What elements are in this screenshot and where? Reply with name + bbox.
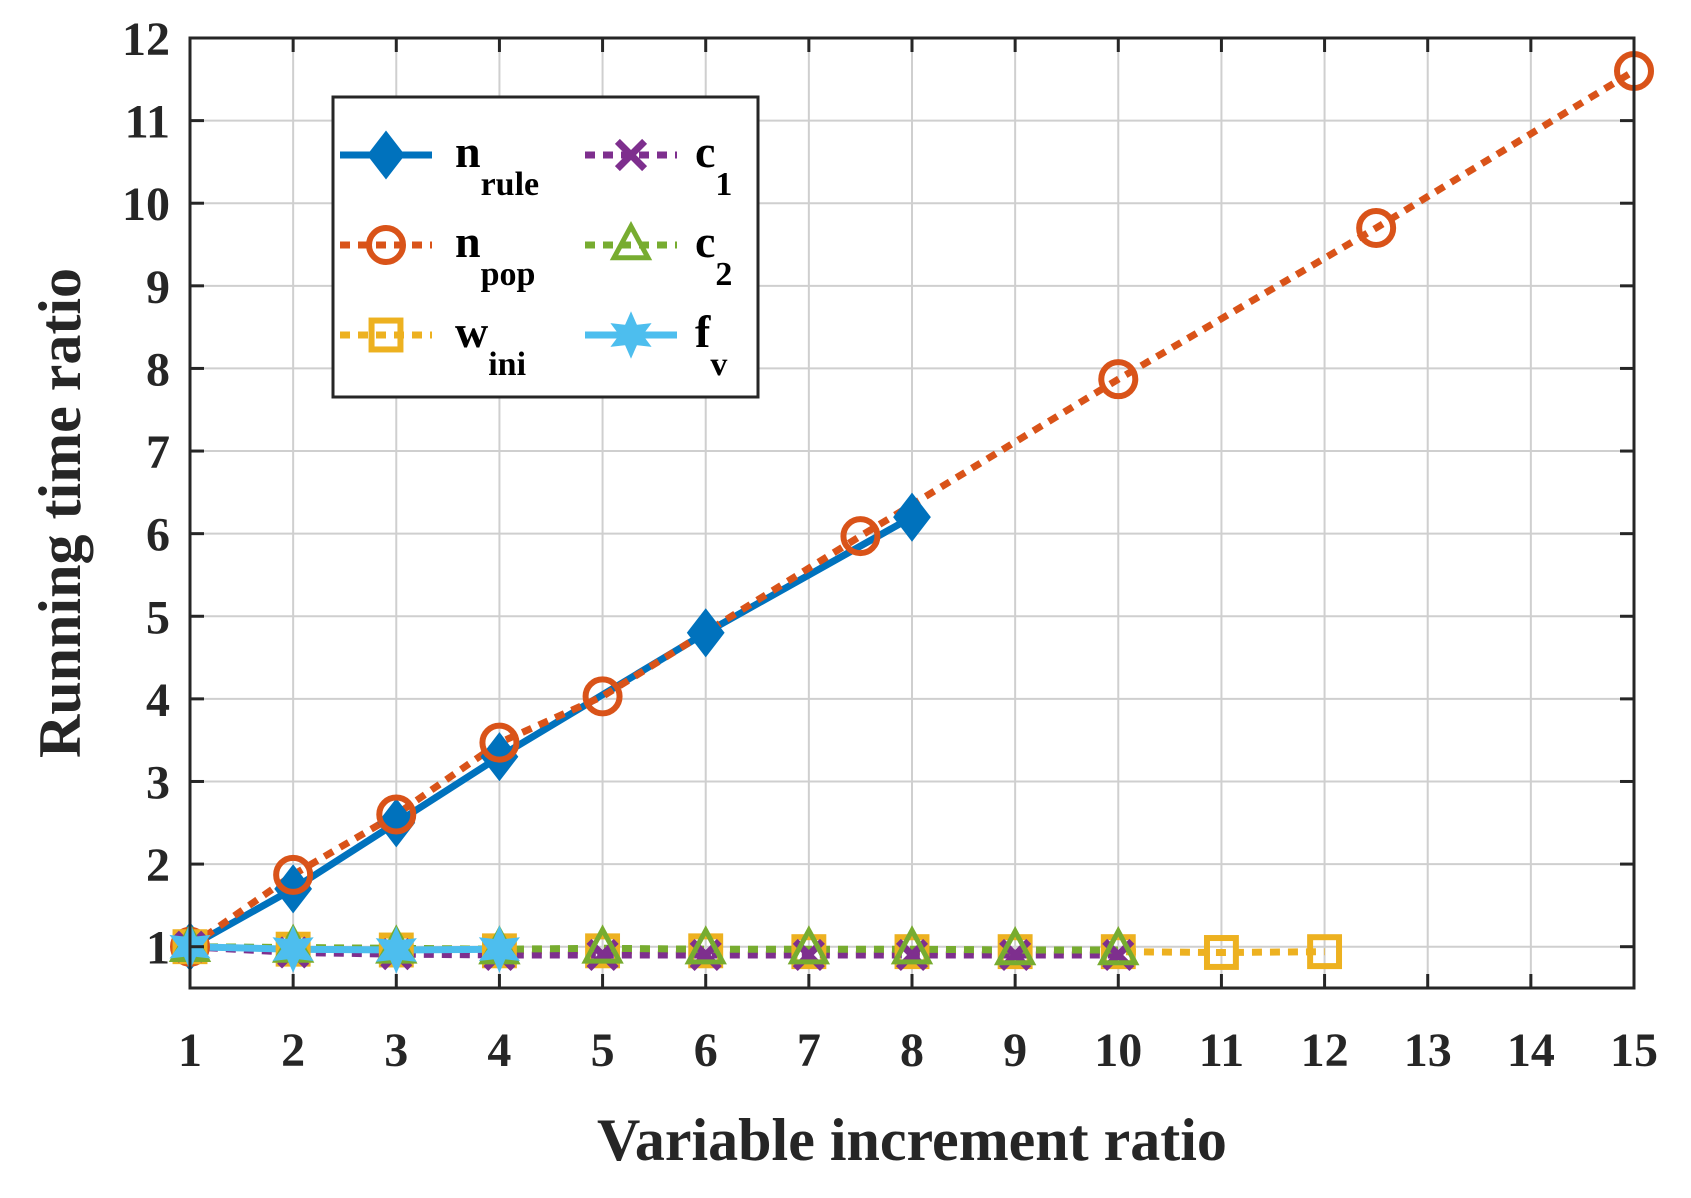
x-tick-label: 5 [591, 1024, 615, 1077]
x-tick-label: 14 [1507, 1024, 1555, 1077]
legend-label-main: c [695, 126, 715, 177]
data-point-n-pop [479, 722, 520, 763]
legend-marker-c-1 [614, 138, 648, 172]
data-point-c-2 [890, 925, 934, 965]
data-point-n-rule [893, 492, 931, 542]
legend-label-main: c [695, 216, 715, 267]
y-tick-label: 4 [146, 674, 170, 727]
data-point-c-2 [993, 926, 1037, 966]
data-point-c-2 [684, 925, 727, 965]
y-axis-label: Running time ratio [27, 268, 93, 758]
data-point-f-v [375, 926, 417, 974]
x-tick-label: 6 [694, 1024, 718, 1077]
y-tick-label: 8 [146, 343, 170, 396]
data-point-f-v [478, 925, 520, 973]
data-point-c-2 [581, 924, 624, 964]
x-tick-label: 2 [281, 1024, 305, 1077]
y-tick-label: 9 [146, 261, 170, 314]
x-tick-label: 3 [384, 1024, 408, 1077]
data-point-f-v [272, 925, 314, 973]
x-tick-label: 9 [1003, 1024, 1027, 1077]
data-point-w-ini [997, 934, 1033, 970]
legend-label-sub: ini [488, 346, 526, 383]
legend-label-sub: rule [481, 166, 540, 203]
data-point-n-pop [273, 854, 314, 895]
x-tick-label: 11 [1199, 1024, 1244, 1077]
data-point-w-ini [1203, 935, 1239, 970]
legend-label-main: f [695, 306, 711, 357]
x-tick-label: 1 [178, 1024, 202, 1077]
data-point-n-pop [376, 794, 417, 835]
y-tick-label: 1 [146, 922, 170, 975]
legend-label-c-2: c2 [695, 216, 732, 293]
x-tick-labels: 1 2 3 4 5 6 7 8 9 10 11 12 13 14 15 [178, 1024, 1658, 1077]
legend-label-n-pop: npop [455, 216, 535, 293]
y-tick-label: 2 [146, 839, 170, 892]
legend-marker-w-ini [368, 317, 404, 353]
legend-label-sub: v [710, 346, 727, 383]
data-point-c-2 [1097, 926, 1140, 966]
legend-marker-n-rule [367, 130, 405, 180]
x-tick-label: 13 [1404, 1024, 1452, 1077]
data-point-n-pop [1356, 208, 1397, 248]
data-point-n-pop [1098, 359, 1139, 400]
legend-label-main: w [455, 306, 488, 357]
legend-label-main: n [455, 216, 481, 267]
y-tick-label: 12 [122, 13, 170, 66]
y-tick-label: 5 [146, 591, 170, 644]
x-tick-label: 8 [900, 1024, 924, 1077]
legend-label-f-v: fv [695, 306, 727, 383]
data-point-n-rule [686, 608, 725, 658]
y-tick-label: 3 [146, 756, 170, 809]
legend-label-sub: 2 [715, 256, 732, 293]
x-axis-label: Variable increment ratio [597, 1107, 1227, 1173]
data-point-c-2 [787, 925, 831, 965]
data-point-w-ini [1100, 934, 1136, 970]
data-point-w-ini [688, 933, 724, 969]
legend-marker-f-v [610, 311, 652, 359]
legend-label-w-ini: wini [455, 306, 526, 383]
legend-label-n-rule: nrule [455, 126, 539, 203]
axis-ticks [188, 36, 1636, 988]
legend-label-sub: 1 [715, 166, 732, 203]
x-tick-label: 15 [1610, 1024, 1658, 1077]
y-tick-label: 6 [146, 509, 170, 562]
data-point-w-ini [1307, 934, 1343, 970]
legend-marker-n-pop [366, 225, 406, 265]
x-tick-label: 4 [487, 1024, 511, 1077]
data-point-w-ini [585, 933, 621, 969]
x-tick-label: 7 [797, 1024, 821, 1077]
series-line-n-pop [187, 68, 1636, 950]
data-point-n-rule [377, 798, 416, 848]
data-point-w-ini [894, 934, 930, 970]
data-point-w-ini [791, 934, 827, 970]
legend-label-c-1: c1 [695, 126, 732, 203]
data-point-n-pop [582, 676, 623, 717]
y-tick-label: 11 [125, 96, 170, 149]
series-line-f-v [189, 943, 500, 954]
y-tick-label: 10 [122, 178, 170, 231]
legend-marker-c-2 [609, 221, 653, 261]
series-line-n-rule [188, 514, 914, 950]
x-tick-label: 10 [1094, 1024, 1142, 1077]
data-point-n-pop [840, 516, 881, 557]
legend-label-sub: pop [481, 256, 536, 293]
x-tick-label: 12 [1301, 1024, 1349, 1077]
legend-label-main: n [455, 126, 481, 177]
y-tick-label: 7 [146, 426, 170, 479]
